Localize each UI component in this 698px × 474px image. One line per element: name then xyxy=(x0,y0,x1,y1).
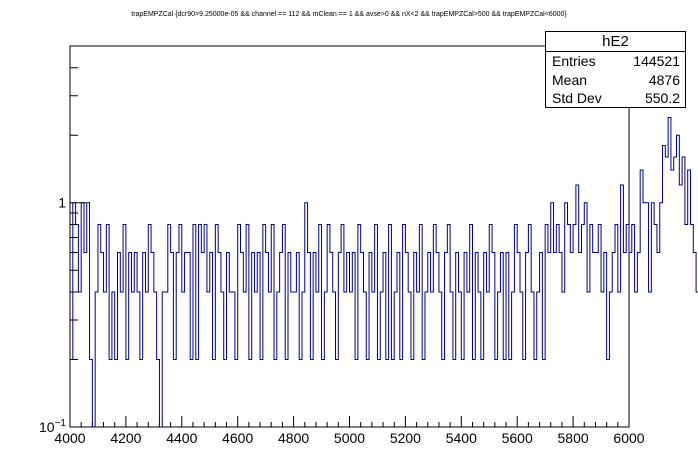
x-tick-label: 4000 xyxy=(54,430,85,446)
stats-entries-label: Entries xyxy=(552,53,596,69)
x-tick-label: 4400 xyxy=(166,430,197,446)
x-tick-label: 4600 xyxy=(222,430,253,446)
x-tick-label: 6000 xyxy=(613,430,644,446)
stats-mean-label: Mean xyxy=(552,71,588,88)
x-axis: 4000 4200 4400 4600 4800 5000 5200 5400 5600 5800… xyxy=(54,416,645,446)
x-tick-label: 5000 xyxy=(334,430,365,446)
y-tick-label: 10−1 xyxy=(39,418,66,435)
stats-histogram-name: hE2 xyxy=(546,32,685,52)
stats-row-entries: Entries 144521 xyxy=(546,52,685,71)
y-axis: 1 10−1 xyxy=(39,45,86,435)
stats-entries-value: 144521 xyxy=(633,53,680,69)
x-tick-label: 5600 xyxy=(502,430,533,446)
histogram-series-line xyxy=(70,116,698,428)
x-tick-label: 4800 xyxy=(278,430,309,446)
x-tick-label: 5200 xyxy=(390,430,421,446)
stats-row-stddev: Std Dev 550.2 xyxy=(546,89,685,108)
stats-row-mean: Mean 4876 xyxy=(546,71,685,90)
chart-title: trapEMPZCal {dcr90>9.25000e-05 && channe… xyxy=(131,11,567,18)
stats-mean-value: 4876 xyxy=(648,71,680,88)
x-tick-label: 5400 xyxy=(446,430,477,446)
stats-box: hE2 Entries 144521 Mean 4876 Std Dev 550… xyxy=(545,31,686,108)
y-tick-label: 1 xyxy=(58,195,66,211)
x-tick-label: 4200 xyxy=(110,430,141,446)
stats-stddev-label: Std Dev xyxy=(552,90,602,106)
stats-stddev-value: 550.2 xyxy=(644,90,680,106)
x-tick-label: 5800 xyxy=(558,430,589,446)
